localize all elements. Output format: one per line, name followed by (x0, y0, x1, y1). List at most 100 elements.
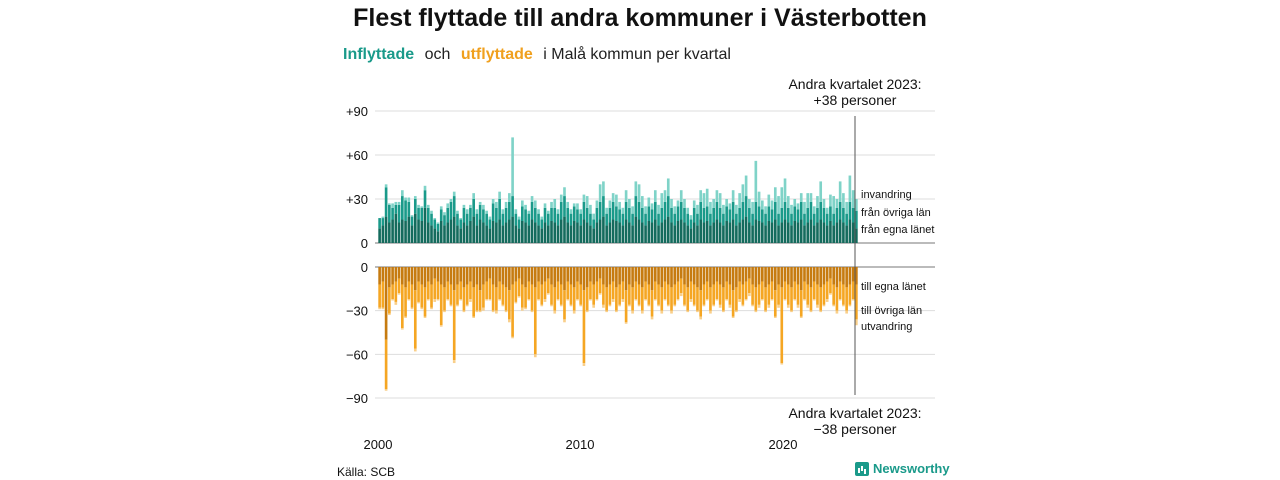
bar-in-1 (735, 213, 738, 226)
bar-in-2 (786, 196, 790, 208)
bar-in-1 (569, 213, 573, 226)
bar-out-2 (637, 304, 641, 307)
bar-in-2 (465, 209, 469, 214)
bar-in-0 (579, 225, 583, 243)
bar-out-0 (793, 267, 797, 282)
bar-out-0 (748, 267, 751, 279)
bar-out-2 (589, 299, 592, 301)
bar-in-2 (770, 200, 774, 210)
bar-out-0 (842, 267, 845, 285)
bar-in-2 (430, 210, 433, 214)
bar-out-0 (452, 267, 456, 291)
bar-out-1 (764, 287, 767, 311)
bar-in-2 (384, 184, 388, 188)
bar-out-0 (647, 267, 651, 285)
bar-out-0 (443, 267, 446, 288)
bar-in-0 (517, 228, 521, 243)
bar-in-1 (832, 213, 835, 226)
bar-out-2 (631, 310, 634, 314)
bar-out-0 (582, 267, 586, 291)
bar-out-0 (388, 267, 391, 288)
bar-in-0 (735, 225, 738, 243)
y-tick-label-bottom: −60 (346, 347, 368, 362)
bar-out-1 (748, 278, 751, 294)
bar-out-1 (744, 281, 748, 300)
bar-in-0 (793, 221, 797, 243)
bar-out-1 (615, 287, 618, 311)
bar-in-0 (556, 225, 560, 243)
bar-in-1 (673, 213, 677, 226)
y-tick-label-bottom: −90 (346, 391, 368, 406)
bar-in-2 (780, 187, 784, 208)
bar-out-2 (628, 304, 631, 307)
bar-out-0 (527, 267, 531, 282)
bar-in-0 (790, 225, 793, 243)
bar-in-0 (423, 207, 427, 243)
bar-out-0 (676, 267, 680, 282)
bar-in-2 (394, 201, 398, 205)
bar-in-0 (764, 225, 767, 243)
bar-out-1 (816, 284, 819, 305)
bar-in-0 (799, 219, 803, 243)
bar-out-1 (731, 290, 735, 317)
bar-in-1 (423, 190, 427, 208)
bar-out-0 (592, 267, 595, 285)
y-tick-label-top: +30 (346, 192, 368, 207)
bar-in-2 (712, 199, 715, 208)
series-label-in: invandring (861, 189, 912, 201)
bar-in-0 (803, 225, 806, 243)
bar-out-0 (537, 267, 540, 282)
bar-out-0 (692, 267, 696, 285)
subtitle-in-label: Inflyttade (343, 46, 415, 63)
bar-in-0 (443, 225, 446, 243)
bar-out-0 (384, 267, 388, 340)
bar-out-0 (381, 267, 385, 282)
bar-in-1 (692, 207, 696, 223)
annotation-bottom-line1: Andra kvartalet 2023: (788, 405, 922, 421)
bar-in-2 (673, 206, 677, 214)
bar-out-0 (423, 267, 427, 288)
bar-out-1 (799, 290, 803, 317)
bar-in-1 (641, 207, 644, 223)
bar-out-0 (754, 267, 758, 288)
bar-in-1 (478, 204, 482, 220)
bar-out-0 (741, 267, 745, 285)
bar-out-2 (563, 319, 566, 323)
bar-in-1 (582, 201, 586, 220)
bar-in-2 (822, 199, 826, 208)
bar-out-1 (624, 290, 628, 323)
bar-in-2 (676, 200, 680, 207)
bar-out-2 (757, 304, 761, 308)
bar-in-0 (641, 222, 644, 243)
bar-in-0 (666, 216, 670, 243)
bar-out-2 (812, 299, 816, 301)
bar-out-1 (621, 281, 625, 300)
bar-in-0 (683, 222, 686, 243)
bar-in-0 (848, 219, 852, 243)
bar-in-2 (572, 203, 576, 207)
bar-out-0 (780, 267, 784, 288)
bar-in-0 (851, 222, 855, 243)
bar-out-2 (851, 299, 855, 301)
bar-out-0 (482, 267, 485, 285)
bar-in-0 (482, 222, 485, 243)
x-tick-label: 2000 (364, 437, 393, 452)
bar-out-0 (589, 267, 592, 282)
bar-in-1 (803, 213, 806, 226)
bar-in-0 (566, 222, 570, 243)
bar-out-2 (413, 348, 417, 352)
bar-in-1 (799, 201, 803, 220)
bar-in-2 (773, 187, 777, 202)
bar-in-0 (598, 219, 602, 243)
bar-out-0 (504, 267, 508, 288)
bar-out-0 (433, 267, 437, 279)
bar-out-1 (459, 281, 463, 300)
bar-out-2 (569, 304, 573, 307)
bar-out-0 (751, 267, 754, 285)
bar-out-0 (576, 267, 579, 282)
bar-out-0 (624, 267, 628, 291)
bar-in-0 (527, 225, 531, 243)
bar-out-2 (696, 310, 699, 313)
bar-out-2 (657, 304, 660, 307)
bar-out-0 (605, 267, 608, 288)
